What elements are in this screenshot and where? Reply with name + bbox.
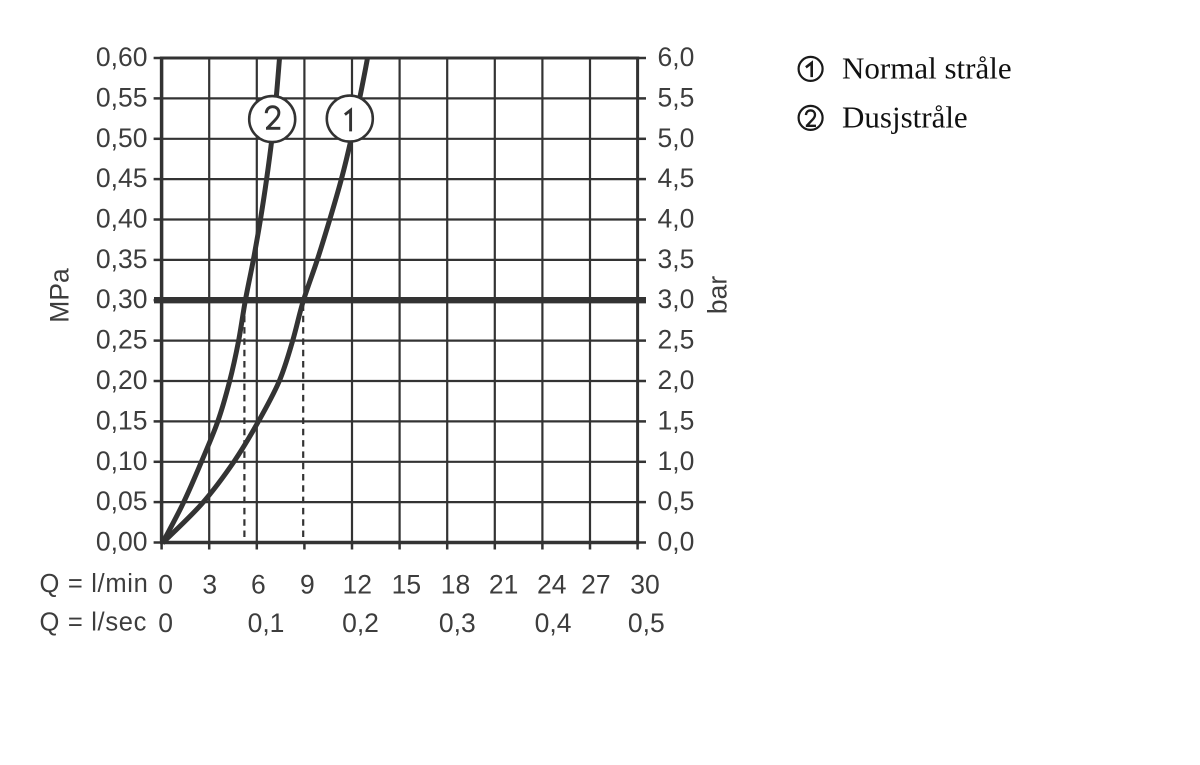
svg-text:6,0: 6,0: [658, 42, 695, 72]
svg-text:9: 9: [300, 570, 315, 600]
svg-text:21: 21: [489, 570, 518, 600]
svg-text:1,0: 1,0: [658, 446, 695, 476]
svg-text:0,35: 0,35: [96, 244, 148, 274]
svg-text:0,1: 0,1: [248, 608, 285, 638]
svg-text:0,05: 0,05: [96, 486, 148, 516]
svg-text:Normal stråle: Normal stråle: [842, 51, 1012, 86]
svg-text:2,0: 2,0: [658, 365, 695, 395]
svg-text:0,4: 0,4: [535, 608, 572, 638]
svg-text:0,10: 0,10: [96, 446, 148, 476]
svg-text:0,30: 0,30: [96, 284, 148, 314]
svg-text:0,40: 0,40: [96, 204, 148, 234]
svg-text:0,55: 0,55: [96, 82, 148, 112]
svg-text:18: 18: [441, 570, 470, 600]
svg-text:0: 0: [158, 608, 173, 638]
svg-text:0,5: 0,5: [658, 486, 695, 516]
svg-text:0,50: 0,50: [96, 123, 148, 153]
svg-text:Q = l/min: Q = l/min: [40, 570, 149, 598]
svg-text:Q = l/sec: Q = l/sec: [40, 609, 148, 637]
svg-text:30: 30: [630, 570, 659, 600]
svg-text:MPa: MPa: [45, 268, 75, 323]
svg-text:12: 12: [343, 570, 372, 600]
svg-text:0,20: 0,20: [96, 365, 148, 395]
svg-text:4,0: 4,0: [658, 204, 695, 234]
svg-text:0: 0: [158, 570, 173, 600]
svg-text:0,5: 0,5: [628, 608, 665, 638]
svg-text:2,5: 2,5: [658, 325, 695, 355]
svg-text:3,0: 3,0: [658, 284, 695, 314]
svg-text:0,00: 0,00: [96, 527, 148, 557]
svg-text:1,5: 1,5: [658, 405, 695, 435]
svg-text:bar: bar: [703, 276, 733, 314]
svg-text:0,2: 0,2: [342, 608, 379, 638]
svg-text:0,15: 0,15: [96, 405, 148, 435]
svg-text:4,5: 4,5: [658, 163, 695, 193]
svg-text:3,5: 3,5: [658, 244, 695, 274]
svg-text:3: 3: [202, 570, 217, 600]
svg-text:0,25: 0,25: [96, 325, 148, 355]
svg-text:0,0: 0,0: [658, 527, 695, 557]
svg-text:0,60: 0,60: [96, 42, 148, 72]
svg-text:0,45: 0,45: [96, 163, 148, 193]
svg-text:6: 6: [251, 570, 266, 600]
svg-text:27: 27: [581, 570, 610, 600]
svg-text:24: 24: [537, 570, 566, 600]
svg-text:0,3: 0,3: [439, 608, 476, 638]
svg-text:15: 15: [392, 570, 421, 600]
svg-text:5,0: 5,0: [658, 123, 695, 153]
svg-text:Dusjstråle: Dusjstråle: [842, 100, 968, 135]
svg-text:5,5: 5,5: [658, 82, 695, 112]
